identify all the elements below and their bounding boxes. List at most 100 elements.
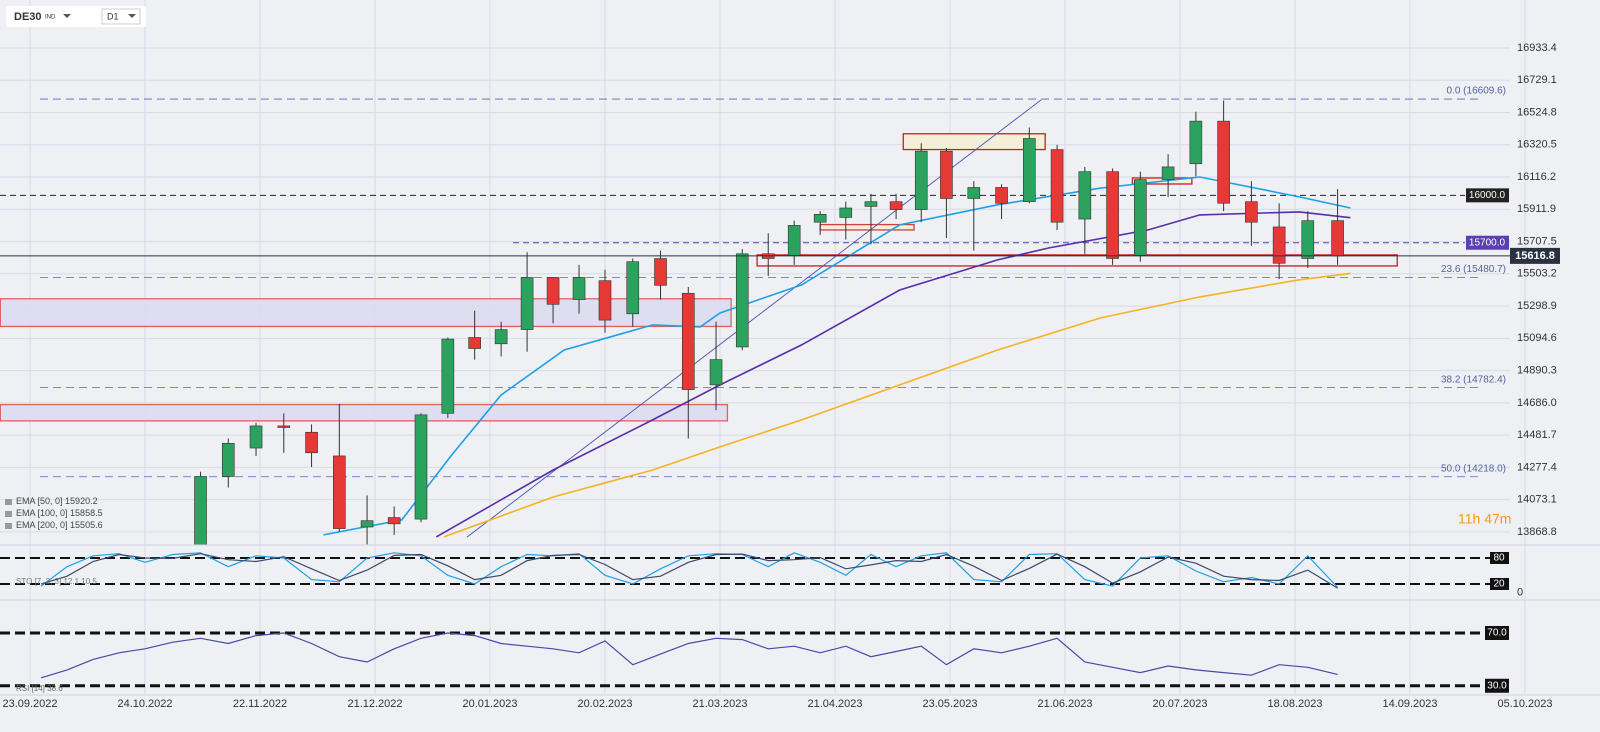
candle-body xyxy=(305,431,318,454)
market: IND xyxy=(45,15,56,21)
candle-body xyxy=(654,258,667,286)
candle-body xyxy=(468,337,481,349)
candle-body xyxy=(1189,120,1203,165)
legend-entry: EMA [200, 0] 15505.6 xyxy=(16,520,103,530)
level-label: 16000.0 xyxy=(1469,190,1506,201)
fib-label: 0.0 (16609.6) xyxy=(1447,86,1507,97)
x-tick-label: 22.11.2022 xyxy=(233,698,287,710)
ema-line xyxy=(435,211,1351,538)
bar-timer: 11h 47m xyxy=(1458,511,1511,527)
candle-body xyxy=(494,329,508,345)
level-label-box xyxy=(1490,551,1509,564)
candle-body xyxy=(864,201,878,207)
level-label-box xyxy=(1466,235,1509,250)
y-tick-label: 14073.1 xyxy=(1517,494,1557,506)
candle-body xyxy=(735,253,749,348)
level-label: 20 xyxy=(1493,579,1505,590)
rsi-panel xyxy=(0,631,1485,688)
indicator-line xyxy=(40,632,1338,679)
candle-body xyxy=(787,225,801,256)
legend-entry: STO [7, 3, 3] 12.1 10.5 xyxy=(16,577,97,586)
candle-body xyxy=(1301,220,1315,259)
candle-body xyxy=(889,201,903,210)
candle-body xyxy=(572,277,586,300)
legend-icon xyxy=(5,523,12,529)
zone xyxy=(0,298,732,328)
level-label: 15700.0 xyxy=(1469,237,1506,248)
x-tick-label: 24.10.2022 xyxy=(117,698,172,710)
legend-name: STO [7, 3, 3] xyxy=(16,577,61,586)
candle-body xyxy=(1106,171,1119,259)
legend-value: 15920.2 xyxy=(65,496,98,506)
dropdown-arrow[interactable] xyxy=(63,14,71,18)
indicator-line xyxy=(40,552,1339,588)
y-tick-label: 15911.9 xyxy=(1517,203,1556,215)
x-tick-label: 21.12.2022 xyxy=(347,698,402,710)
zone xyxy=(756,254,1398,267)
indicator-line xyxy=(40,553,1338,589)
legend-entry: EMA [50, 0] 15920.2 xyxy=(16,496,98,506)
level-label: 70.0 xyxy=(1487,628,1507,639)
y-tick-label: 15503.2 xyxy=(1517,268,1557,280)
y-tick-label: 15707.5 xyxy=(1517,235,1557,247)
y-tick-label: 14686.0 xyxy=(1517,397,1557,409)
candle-body xyxy=(277,425,291,428)
x-tick-label: 21.04.2023 xyxy=(807,698,862,710)
fib-label: 38.2 (14782.4) xyxy=(1441,374,1506,385)
candle-body xyxy=(1217,120,1230,204)
x-tick-label: 20.02.2023 xyxy=(577,698,632,710)
timeframe-box[interactable] xyxy=(101,8,141,25)
legend-value: 38.6 xyxy=(47,684,63,693)
y-tick-label: 13868.8 xyxy=(1517,526,1557,538)
candle-body xyxy=(940,150,953,199)
level-label-box xyxy=(1490,577,1509,590)
candle-body xyxy=(839,207,853,218)
candle-body xyxy=(1161,166,1175,180)
x-tick-label: 23.09.2022 xyxy=(2,698,57,710)
legend-entry: EMA [100, 0] 15858.5 xyxy=(16,508,103,518)
level-label: 80 xyxy=(1493,553,1505,564)
last-price-label: 15616.8 xyxy=(1515,250,1555,262)
level-label-box xyxy=(1485,678,1509,693)
candle-body xyxy=(333,455,346,529)
legend-value: 12.1 xyxy=(63,577,79,586)
x-tick-label: 20.01.2023 xyxy=(462,698,517,710)
timeframe: D1 xyxy=(107,11,119,21)
candle-body xyxy=(1023,138,1036,202)
ema-line xyxy=(443,272,1351,538)
candle-body xyxy=(1134,179,1147,256)
symbol-widget[interactable]: DE30 IND D1 xyxy=(6,6,146,27)
legend-icon xyxy=(5,511,12,517)
y-tick-label: 15298.9 xyxy=(1517,300,1557,312)
zone xyxy=(0,403,729,422)
candle-body xyxy=(967,187,981,199)
candle-body xyxy=(681,292,695,390)
y-tick-label: 16320.5 xyxy=(1517,139,1557,151)
x-tick-label: 20.07.2023 xyxy=(1152,698,1207,710)
candle-body xyxy=(1245,201,1258,223)
x-tick-label: 21.06.2023 xyxy=(1037,698,1092,710)
candle-body xyxy=(414,414,428,520)
legend-value: 15505.6 xyxy=(70,520,103,530)
x-tick-label: 18.08.2023 xyxy=(1267,698,1322,710)
x-tick-label: 05.10.2023 xyxy=(1497,698,1552,710)
candle-body xyxy=(1078,171,1092,220)
y-tick-label: 16524.8 xyxy=(1517,106,1557,118)
candle-body xyxy=(520,277,534,330)
stochastic-panel xyxy=(0,552,1490,589)
x-tick-label: 14.09.2023 xyxy=(1382,698,1437,710)
candle-body xyxy=(598,280,612,321)
candle-body xyxy=(441,338,455,414)
x-tick-label: 21.03.2023 xyxy=(692,698,747,710)
grid xyxy=(0,0,1526,695)
candle-body xyxy=(709,359,723,386)
legend-value: 10.5 xyxy=(81,577,97,586)
level-label-box xyxy=(1466,188,1509,203)
y-tick-label: 14277.4 xyxy=(1517,461,1557,473)
axes: 23.09.2022 24.10.2022 22.11.2022 21.12.2022… xyxy=(2,42,1560,710)
y-tick-label: 15094.6 xyxy=(1517,332,1557,344)
dropdown-arrow[interactable] xyxy=(128,14,136,18)
